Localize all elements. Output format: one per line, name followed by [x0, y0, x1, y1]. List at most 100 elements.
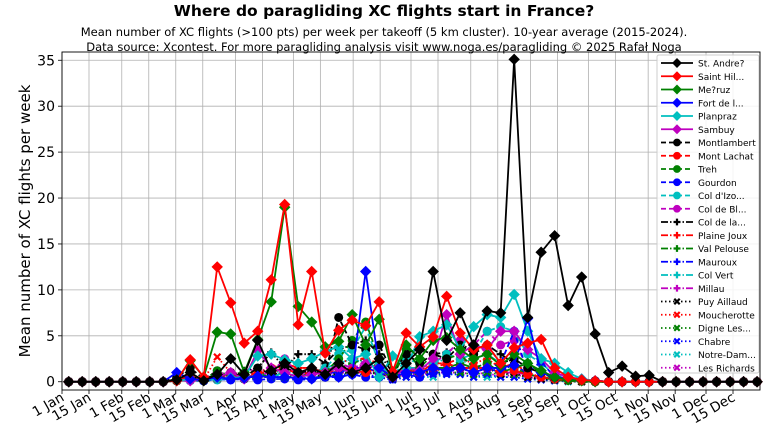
data-point-diamond: [413, 366, 426, 379]
data-point-diamond: [225, 328, 237, 340]
data-point-diamond: [373, 362, 385, 374]
data-point-x: [673, 351, 681, 358]
data-point-diamond: [710, 376, 723, 388]
legend-item: Val Pelouse: [661, 245, 749, 255]
data-point-diamond: [252, 334, 264, 347]
data-point-diamond: [292, 319, 304, 331]
data-point-diamond: [440, 290, 453, 303]
legend-item: Plaine Joux: [661, 232, 748, 242]
data-point-diamond: [697, 376, 709, 388]
legend-item: Col d'Izo...: [661, 191, 745, 202]
data-point-diamond: [454, 343, 466, 356]
y-tick-label: 10: [37, 283, 55, 299]
legend-label: Saint Hil...: [698, 73, 744, 83]
data-point-diamond: [413, 343, 426, 356]
legend-label: Puy Aillaud: [698, 298, 748, 308]
data-point-diamond: [184, 366, 196, 379]
data-point-x: [456, 370, 465, 379]
legend-item: Fort de l...: [661, 97, 744, 109]
y-tick-label: 15: [37, 237, 55, 253]
data-point-diamond: [373, 353, 385, 365]
data-point-diamond: [319, 347, 331, 359]
legend-label: St. Andre?: [698, 60, 745, 70]
data-point-diamond: [575, 374, 588, 386]
y-tick-label: 25: [37, 145, 55, 161]
data-point-plus: [294, 350, 303, 359]
data-point-diamond: [616, 360, 628, 372]
data-point-diamond: [643, 376, 655, 388]
data-point-diamond: [211, 261, 223, 273]
data-point-diamond: [103, 376, 115, 388]
legend-item: Chabre: [661, 338, 731, 348]
series-0: [63, 53, 763, 388]
data-point-diamond: [548, 362, 561, 374]
legend-item: Mont Lachat: [661, 151, 754, 162]
legend-label: Mauroux: [698, 258, 738, 268]
data-point-circle: [673, 191, 681, 200]
legend-item: Mauroux: [661, 258, 738, 268]
data-point-diamond: [346, 366, 358, 379]
data-point-x: [483, 370, 492, 379]
legend-label: Treh: [697, 166, 717, 176]
data-point-diamond: [332, 357, 345, 370]
legend-label: Digne Les...: [698, 325, 751, 335]
data-point-diamond: [332, 324, 345, 337]
legend-item: Col Vert: [661, 272, 734, 282]
data-point-diamond: [332, 371, 345, 383]
data-point-diamond: [602, 376, 615, 388]
data-point-diamond: [76, 376, 88, 388]
legend-label: Col Vert: [698, 272, 734, 282]
data-point-diamond: [535, 246, 547, 258]
data-point-diamond: [521, 357, 534, 370]
data-point-diamond: [157, 376, 169, 388]
data-point-diamond: [494, 357, 507, 370]
data-point-diamond: [413, 353, 426, 365]
data-point-diamond: [481, 305, 493, 317]
legend-item: Moucherotte: [661, 311, 755, 321]
data-point-diamond: [737, 376, 750, 388]
data-point-diamond: [171, 374, 183, 386]
data-point-diamond: [683, 376, 696, 388]
data-point-diamond: [724, 376, 736, 388]
data-point-diamond: [467, 339, 480, 351]
y-tick-label: 20: [37, 191, 55, 207]
data-point-x: [673, 324, 681, 332]
data-point-diamond: [670, 376, 682, 388]
data-point-diamond: [278, 198, 291, 211]
data-point-diamond: [508, 288, 520, 301]
data-point-diamond: [400, 366, 412, 379]
data-point-diamond: [265, 274, 277, 286]
data-point-plus: [673, 245, 681, 252]
legend-label: Notre-Dam...: [698, 351, 756, 361]
data-point-diamond: [373, 296, 385, 308]
data-point-diamond: [467, 366, 480, 379]
data-point-diamond: [359, 362, 372, 374]
legend-label: Me?ruz: [698, 86, 730, 96]
data-point-diamond: [672, 58, 682, 68]
data-point-diamond: [400, 327, 412, 339]
legend-label: Millau: [698, 285, 725, 295]
data-point-diamond: [211, 326, 223, 338]
data-point-diamond: [672, 84, 682, 95]
data-point-diamond: [373, 371, 385, 383]
legend-label: Les Richards: [698, 364, 755, 374]
data-point-diamond: [184, 373, 196, 385]
data-point-diamond: [305, 316, 318, 328]
data-point-diamond: [144, 376, 156, 388]
data-point-diamond: [184, 353, 196, 366]
data-point-diamond: [292, 366, 304, 379]
legend-item: Millau: [661, 285, 725, 295]
data-point-x: [213, 352, 222, 361]
legend-label: Sambuy: [698, 126, 735, 136]
data-point-diamond: [265, 371, 277, 383]
data-point-diamond: [521, 343, 534, 356]
legend-label: Fort de l...: [698, 99, 744, 109]
data-point-diamond: [90, 376, 102, 388]
legend-item: Treh: [661, 165, 717, 176]
data-point-diamond: [346, 314, 358, 326]
data-point-diamond: [672, 124, 682, 135]
legend-item: Gourdon: [661, 178, 737, 189]
data-point-diamond: [672, 71, 682, 82]
data-point-diamond: [508, 359, 520, 371]
legend-item: Les Richards: [661, 364, 755, 374]
